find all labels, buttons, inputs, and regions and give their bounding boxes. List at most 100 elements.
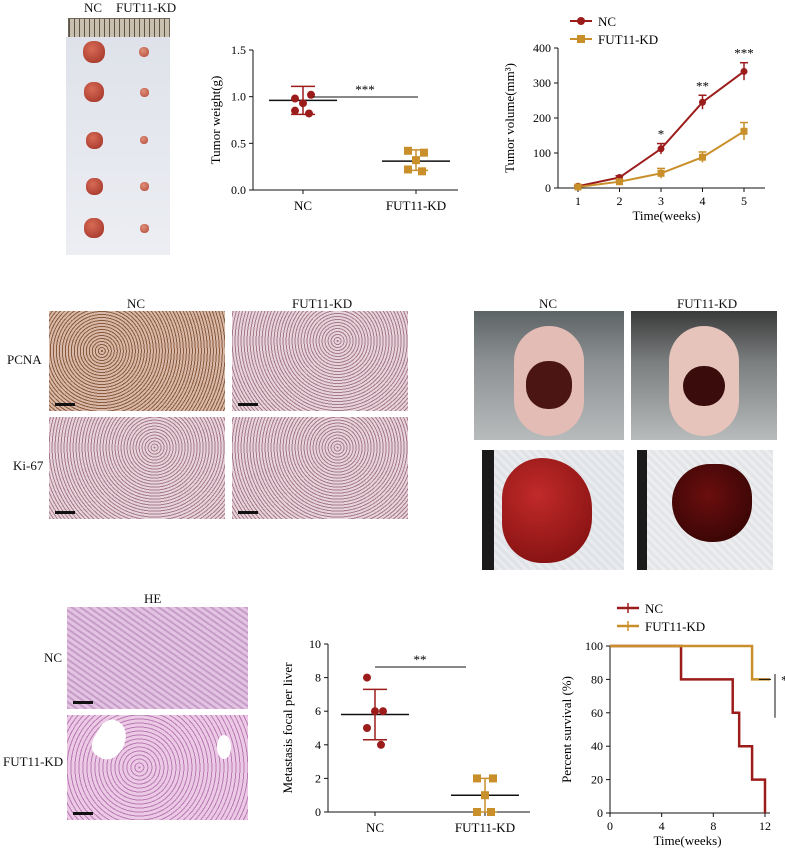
metastasis-chart: 0 2 4 6 8 10 Metastasis focal per liver NC FUT11…	[280, 637, 530, 835]
ihc-ki67-kd	[232, 417, 408, 519]
x-tick-label: 3	[658, 194, 664, 208]
x-tick-label: 4	[700, 194, 706, 208]
data-point-kd	[574, 183, 582, 191]
data-point-nc	[291, 106, 299, 115]
y-axis-label: Tumor weight(g)	[208, 76, 223, 165]
data-point-nc	[305, 109, 313, 118]
y-tick-label: 40	[591, 739, 603, 753]
tumor-kd	[139, 181, 149, 191]
data-point-kd	[616, 178, 623, 186]
legend-label: FUT11-KD	[645, 619, 705, 634]
tumor-kd	[139, 47, 149, 57]
y-tick-label: 10	[309, 637, 321, 651]
x-axis-label: Time(weeks)	[653, 833, 721, 848]
x-tick-label: FUT11-KD	[455, 820, 515, 835]
he-title: HE	[144, 591, 162, 606]
scale-bar	[73, 701, 93, 704]
y-tick-label: 2	[315, 771, 321, 785]
ihc-row-pcna: PCNA	[7, 352, 42, 367]
liver-col-nc: NC	[539, 296, 558, 311]
legend-marker	[577, 17, 585, 25]
x-tick-label: 4	[659, 819, 665, 833]
data-point-nc	[291, 94, 299, 103]
y-tick-label: 400	[533, 41, 551, 55]
data-point-kd	[487, 808, 495, 816]
y-tick-label: 0.0	[231, 183, 246, 197]
tumor-weight-chart: 0.0 0.5 1.0 1.5 Tumor weight(g) NC FUT11-KD ***	[208, 43, 458, 213]
data-point-nc	[740, 67, 748, 75]
he-row-nc: NC	[44, 650, 63, 665]
y-tick-label: 8	[315, 671, 321, 685]
data-point-kd	[404, 146, 412, 155]
y-tick-label: 6	[315, 704, 321, 718]
tumor-tray	[66, 37, 170, 255]
data-point-kd	[657, 169, 665, 177]
data-point-kd	[489, 774, 497, 783]
vessel	[87, 715, 133, 765]
significance-label: **	[696, 78, 709, 93]
data-point-kd	[418, 167, 426, 176]
y-tick-label: 60	[591, 706, 603, 720]
liver-photo-nc	[482, 450, 624, 570]
mouse-dissection-kd	[631, 311, 777, 440]
tumor-nc	[85, 131, 103, 149]
mouse-dissection-nc	[474, 311, 624, 440]
legend-marker	[577, 35, 585, 43]
data-point-nc	[363, 724, 371, 732]
data-point-kd	[740, 127, 748, 135]
data-point-kd	[699, 153, 706, 161]
data-point-kd	[481, 791, 489, 800]
y-tick-label: 100	[585, 639, 603, 653]
tumor-volume-chart: 0 100 200 300 400 1 2 3 4 5 Time(weeks) Tumor volum…	[502, 14, 765, 223]
y-tick-label: 0	[315, 805, 321, 819]
significance-label: *	[658, 127, 665, 142]
ruler	[68, 18, 170, 38]
scale-bar	[238, 403, 258, 406]
tumor-kd	[139, 223, 149, 233]
ihc-col-kd: FUT11-KD	[292, 296, 353, 311]
significance-label: **	[414, 652, 427, 667]
x-axis-label: Time(weeks)	[632, 208, 700, 223]
y-tick-label: 300	[533, 76, 551, 90]
tumor-kd	[140, 136, 148, 144]
y-axis-label: Tumor volume(mm³)	[502, 63, 517, 173]
y-tick-label: 100	[533, 146, 551, 160]
x-tick-label: NC	[366, 820, 384, 835]
he-image-nc	[67, 607, 248, 709]
y-tick-label: 1.5	[231, 43, 246, 57]
he-row-kd: FUT11-KD	[3, 754, 64, 769]
data-point-nc	[377, 740, 385, 749]
x-tick-label: 0	[607, 819, 613, 833]
data-point-kd	[420, 148, 428, 157]
scale-bar	[55, 403, 75, 406]
tumor-nc	[85, 177, 103, 195]
liver-in-situ	[683, 366, 725, 406]
legend-label: FUT11-KD	[598, 32, 658, 47]
data-point-nc	[363, 673, 371, 682]
tumor-nc	[83, 41, 105, 63]
liver	[502, 458, 592, 563]
ihc-pcna-kd	[232, 311, 408, 411]
tumor-kd	[139, 87, 149, 97]
liver-col-kd: FUT11-KD	[677, 296, 738, 311]
significance-label: *	[781, 672, 785, 687]
x-tick-label: 2	[617, 194, 623, 208]
data-point-nc	[307, 90, 315, 99]
data-point-nc	[699, 98, 706, 106]
x-tick-label: 8	[710, 819, 716, 833]
x-tick-label: 5	[741, 194, 747, 208]
y-axis-label: Metastasis focal per liver	[280, 662, 295, 794]
vessel	[217, 735, 231, 759]
liver-photo-kd	[637, 450, 773, 570]
data-point-kd	[404, 165, 412, 174]
y-tick-label: 0	[597, 806, 603, 820]
x-tick-label: 1	[575, 194, 581, 208]
y-tick-label: 4	[315, 738, 321, 752]
data-point-kd	[473, 774, 481, 783]
survival-curve	[610, 644, 767, 813]
scale-bar	[73, 812, 93, 815]
tumor-photo-label-kd: FUT11-KD	[116, 0, 177, 15]
significance-label: ***	[355, 82, 375, 97]
y-tick-label: 80	[591, 672, 603, 686]
ihc-ki67-nc	[49, 417, 225, 519]
